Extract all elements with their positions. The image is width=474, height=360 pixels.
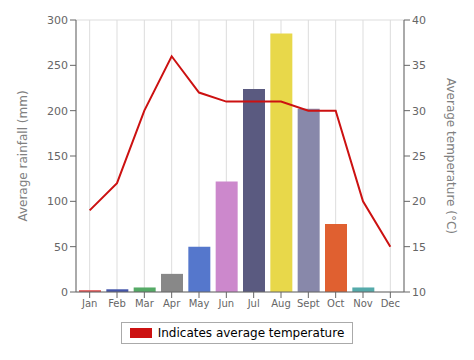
svg-text:35: 35 [412, 59, 426, 72]
svg-text:0: 0 [61, 286, 68, 299]
svg-text:Nov: Nov [353, 298, 373, 309]
svg-text:150: 150 [47, 150, 68, 163]
html-text:Indicates average temperature: Indicates average temperature [157, 326, 345, 340]
svg-text:15: 15 [412, 241, 426, 254]
svg-text:Aug: Aug [271, 298, 291, 309]
svg-text:Jun: Jun [218, 298, 235, 309]
svg-text:30: 30 [412, 105, 426, 118]
svg-text:Jan: Jan [81, 298, 97, 309]
svg-text:Apr: Apr [163, 298, 181, 309]
svg-text:20: 20 [412, 195, 426, 208]
svg-text:300: 300 [47, 14, 68, 27]
svg-text:40: 40 [412, 14, 426, 27]
svg-text:250: 250 [47, 59, 68, 72]
svg-text:200: 200 [47, 105, 68, 118]
svg-text:Average rainfall (mm): Average rainfall (mm) [16, 90, 30, 221]
svg-text:100: 100 [47, 195, 68, 208]
svg-text:10: 10 [412, 286, 426, 299]
svg-text:Jul: Jul [247, 298, 260, 309]
svg-text:Dec: Dec [381, 298, 400, 309]
svg-text:Sept: Sept [297, 298, 320, 309]
svg-text:25: 25 [412, 150, 426, 163]
svg-text:Oct: Oct [327, 298, 344, 309]
svg-text:Mar: Mar [135, 298, 155, 309]
svg-text:Average temperature (°C): Average temperature (°C) [444, 78, 458, 234]
svg-text:Feb: Feb [108, 298, 126, 309]
svg-text:50: 50 [54, 241, 68, 254]
svg-text:May: May [189, 298, 210, 309]
